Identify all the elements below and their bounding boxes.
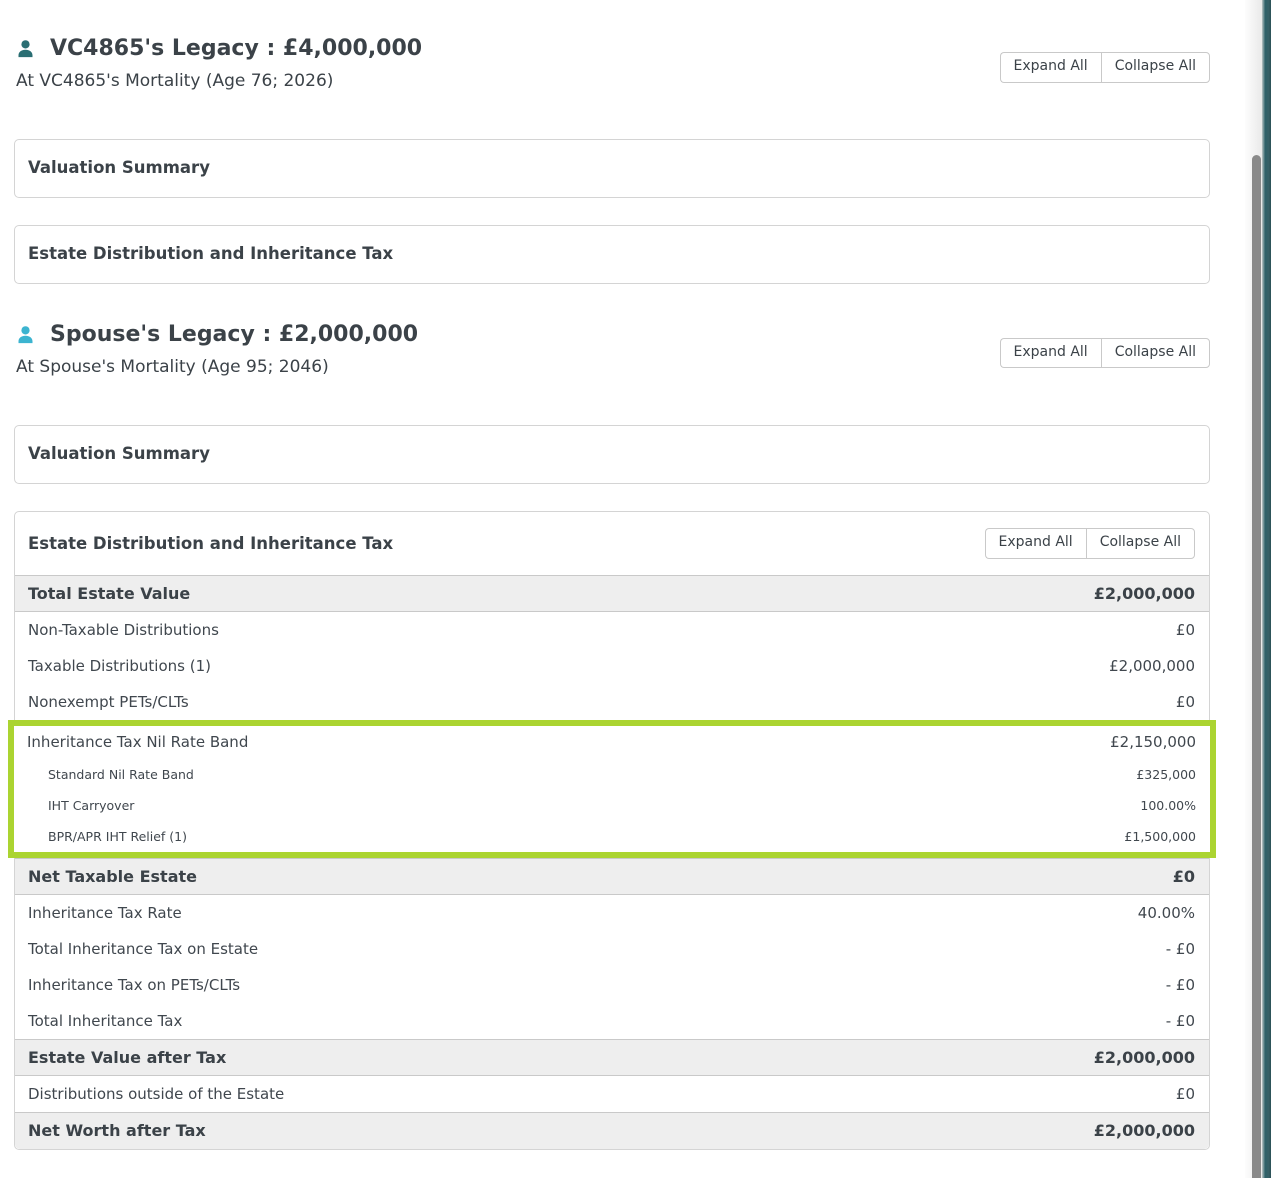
row-label: Net Taxable Estate [28,866,197,886]
section-spouse-legacy: Spouse's Legacy : £2,000,000 At Spouse's… [8,322,1216,1150]
table-row: Inheritance Tax Nil Rate Band £2,150,000 [14,726,1210,759]
table-row: Nonexempt PETs/CLTs £0 [15,684,1209,720]
panel-valuation-summary[interactable]: Valuation Summary [14,139,1210,199]
row-label: Total Inheritance Tax [28,1011,183,1030]
row-value: £0 [1175,692,1195,711]
expand-collapse-group: Expand All Collapse All [999,337,1210,369]
section-header-text: Spouse's Legacy : £2,000,000 At Spouse's… [14,322,418,377]
scrollbar-track[interactable] [1245,0,1262,1178]
row-value: £0 [1175,620,1195,639]
panel-estate-distribution-expanded: Estate Distribution and Inheritance Tax … [8,511,1216,1150]
row-label: Nonexempt PETs/CLTs [28,692,189,711]
row-value: £325,000 [1136,766,1196,782]
row-label: Total Inheritance Tax on Estate [28,939,259,958]
nil-rate-band-highlight-box: Inheritance Tax Nil Rate Band £2,150,000 S… [8,719,1216,858]
row-label: Estate Value after Tax [28,1047,227,1067]
estate-table-top-rows: Total Estate Value £2,000,000 Non-Taxable … [15,574,1209,720]
table-row: Total Estate Value £2,000,000 [15,574,1209,612]
row-label: Standard Nil Rate Band [48,766,194,782]
window-edge-strip [1262,0,1271,1178]
row-value: - £0 [1165,975,1195,994]
row-label: IHT Carryover [48,797,135,813]
section-header: VC4865's Legacy : £4,000,000 At VC4865's… [14,36,1210,91]
row-label: BPR/APR IHT Relief (1) [48,828,187,844]
section-header-text: VC4865's Legacy : £4,000,000 At VC4865's… [14,36,422,91]
row-label: Distributions outside of the Estate [28,1084,285,1103]
section-subtitle: At VC4865's Mortality (Age 76; 2026) [16,71,334,92]
scrollbar-thumb[interactable] [1252,155,1261,1178]
section-title: VC4865's Legacy : £4,000,000 [50,36,423,61]
table-row: BPR/APR IHT Relief (1) £1,500,000 [14,821,1210,852]
table-row: Estate Value after Tax £2,000,000 [15,1038,1209,1076]
section-subtitle: At Spouse's Mortality (Age 95; 2046) [16,357,329,378]
row-value: 40.00% [1137,903,1195,922]
row-value: £0 [1175,1084,1195,1103]
panel-header[interactable]: Estate Distribution and Inheritance Tax … [15,512,1209,575]
row-label: Non-Taxable Distributions [28,620,219,639]
table-row: Inheritance Tax Rate 40.00% [15,895,1209,931]
row-value: - £0 [1165,939,1195,958]
row-value: £2,000,000 [1109,656,1195,675]
panel-title: Estate Distribution and Inheritance Tax [28,244,394,264]
table-row: Taxable Distributions (1) £2,000,000 [15,648,1209,684]
expand-all-button[interactable]: Expand All [999,52,1101,83]
panel-title: Valuation Summary [28,444,210,464]
legacy-report-page: VC4865's Legacy : £4,000,000 At VC4865's… [8,36,1216,1150]
section-heading: VC4865's Legacy : £4,000,000 [14,36,422,62]
row-label: Inheritance Tax Rate [28,903,182,922]
row-label: Taxable Distributions (1) [28,656,211,675]
row-label: Net Worth after Tax [28,1121,206,1141]
section-header: Spouse's Legacy : £2,000,000 At Spouse's… [14,322,1210,377]
row-value: £2,150,000 [1110,733,1196,752]
person-icon [14,38,37,61]
expand-all-button[interactable]: Expand All [984,528,1086,559]
row-value: £2,000,000 [1093,583,1195,603]
expand-all-button[interactable]: Expand All [999,337,1101,369]
table-row: Total Inheritance Tax on Estate - £0 [15,931,1209,967]
row-value: - £0 [1165,1011,1195,1030]
table-row: Non-Taxable Distributions £0 [15,612,1209,648]
row-value: 100.00% [1140,797,1196,813]
collapse-all-button[interactable]: Collapse All [1085,528,1195,559]
table-row: Inheritance Tax on PETs/CLTs - £0 [15,967,1209,1003]
table-row: Distributions outside of the Estate £0 [15,1076,1209,1112]
section-title: Spouse's Legacy : £2,000,000 [50,321,419,347]
row-value: £2,000,000 [1093,1047,1195,1067]
panel-title: Valuation Summary [28,158,210,178]
section-vc4865-legacy: VC4865's Legacy : £4,000,000 At VC4865's… [14,36,1210,284]
row-value: £2,000,000 [1093,1121,1195,1141]
panel-estate-distribution[interactable]: Estate Distribution and Inheritance Tax [14,225,1210,284]
row-label: Inheritance Tax on PETs/CLTs [28,975,241,994]
table-row: Total Inheritance Tax - £0 [15,1003,1209,1039]
expand-collapse-group: Expand All Collapse All [999,52,1210,83]
panel-title: Estate Distribution and Inheritance Tax [28,533,394,553]
row-label: Inheritance Tax Nil Rate Band [27,733,249,752]
row-value: £1,500,000 [1124,828,1196,844]
table-row: Standard Nil Rate Band £325,000 [14,759,1210,790]
row-value: £0 [1172,866,1195,886]
estate-table-bottom-rows: Net Taxable Estate £0 Inheritance Tax Rate… [15,857,1209,1149]
panel-valuation-summary[interactable]: Valuation Summary [14,425,1210,485]
collapse-all-button[interactable]: Collapse All [1100,337,1210,369]
collapse-all-button[interactable]: Collapse All [1100,52,1210,83]
row-label: Total Estate Value [28,583,191,603]
section-heading: Spouse's Legacy : £2,000,000 [14,322,418,348]
person-icon [14,324,37,347]
table-row: IHT Carryover 100.00% [14,790,1210,821]
expand-collapse-group: Expand All Collapse All [984,528,1195,559]
table-row: Net Taxable Estate £0 [15,857,1209,895]
table-row: Net Worth after Tax £2,000,000 [15,1111,1209,1149]
